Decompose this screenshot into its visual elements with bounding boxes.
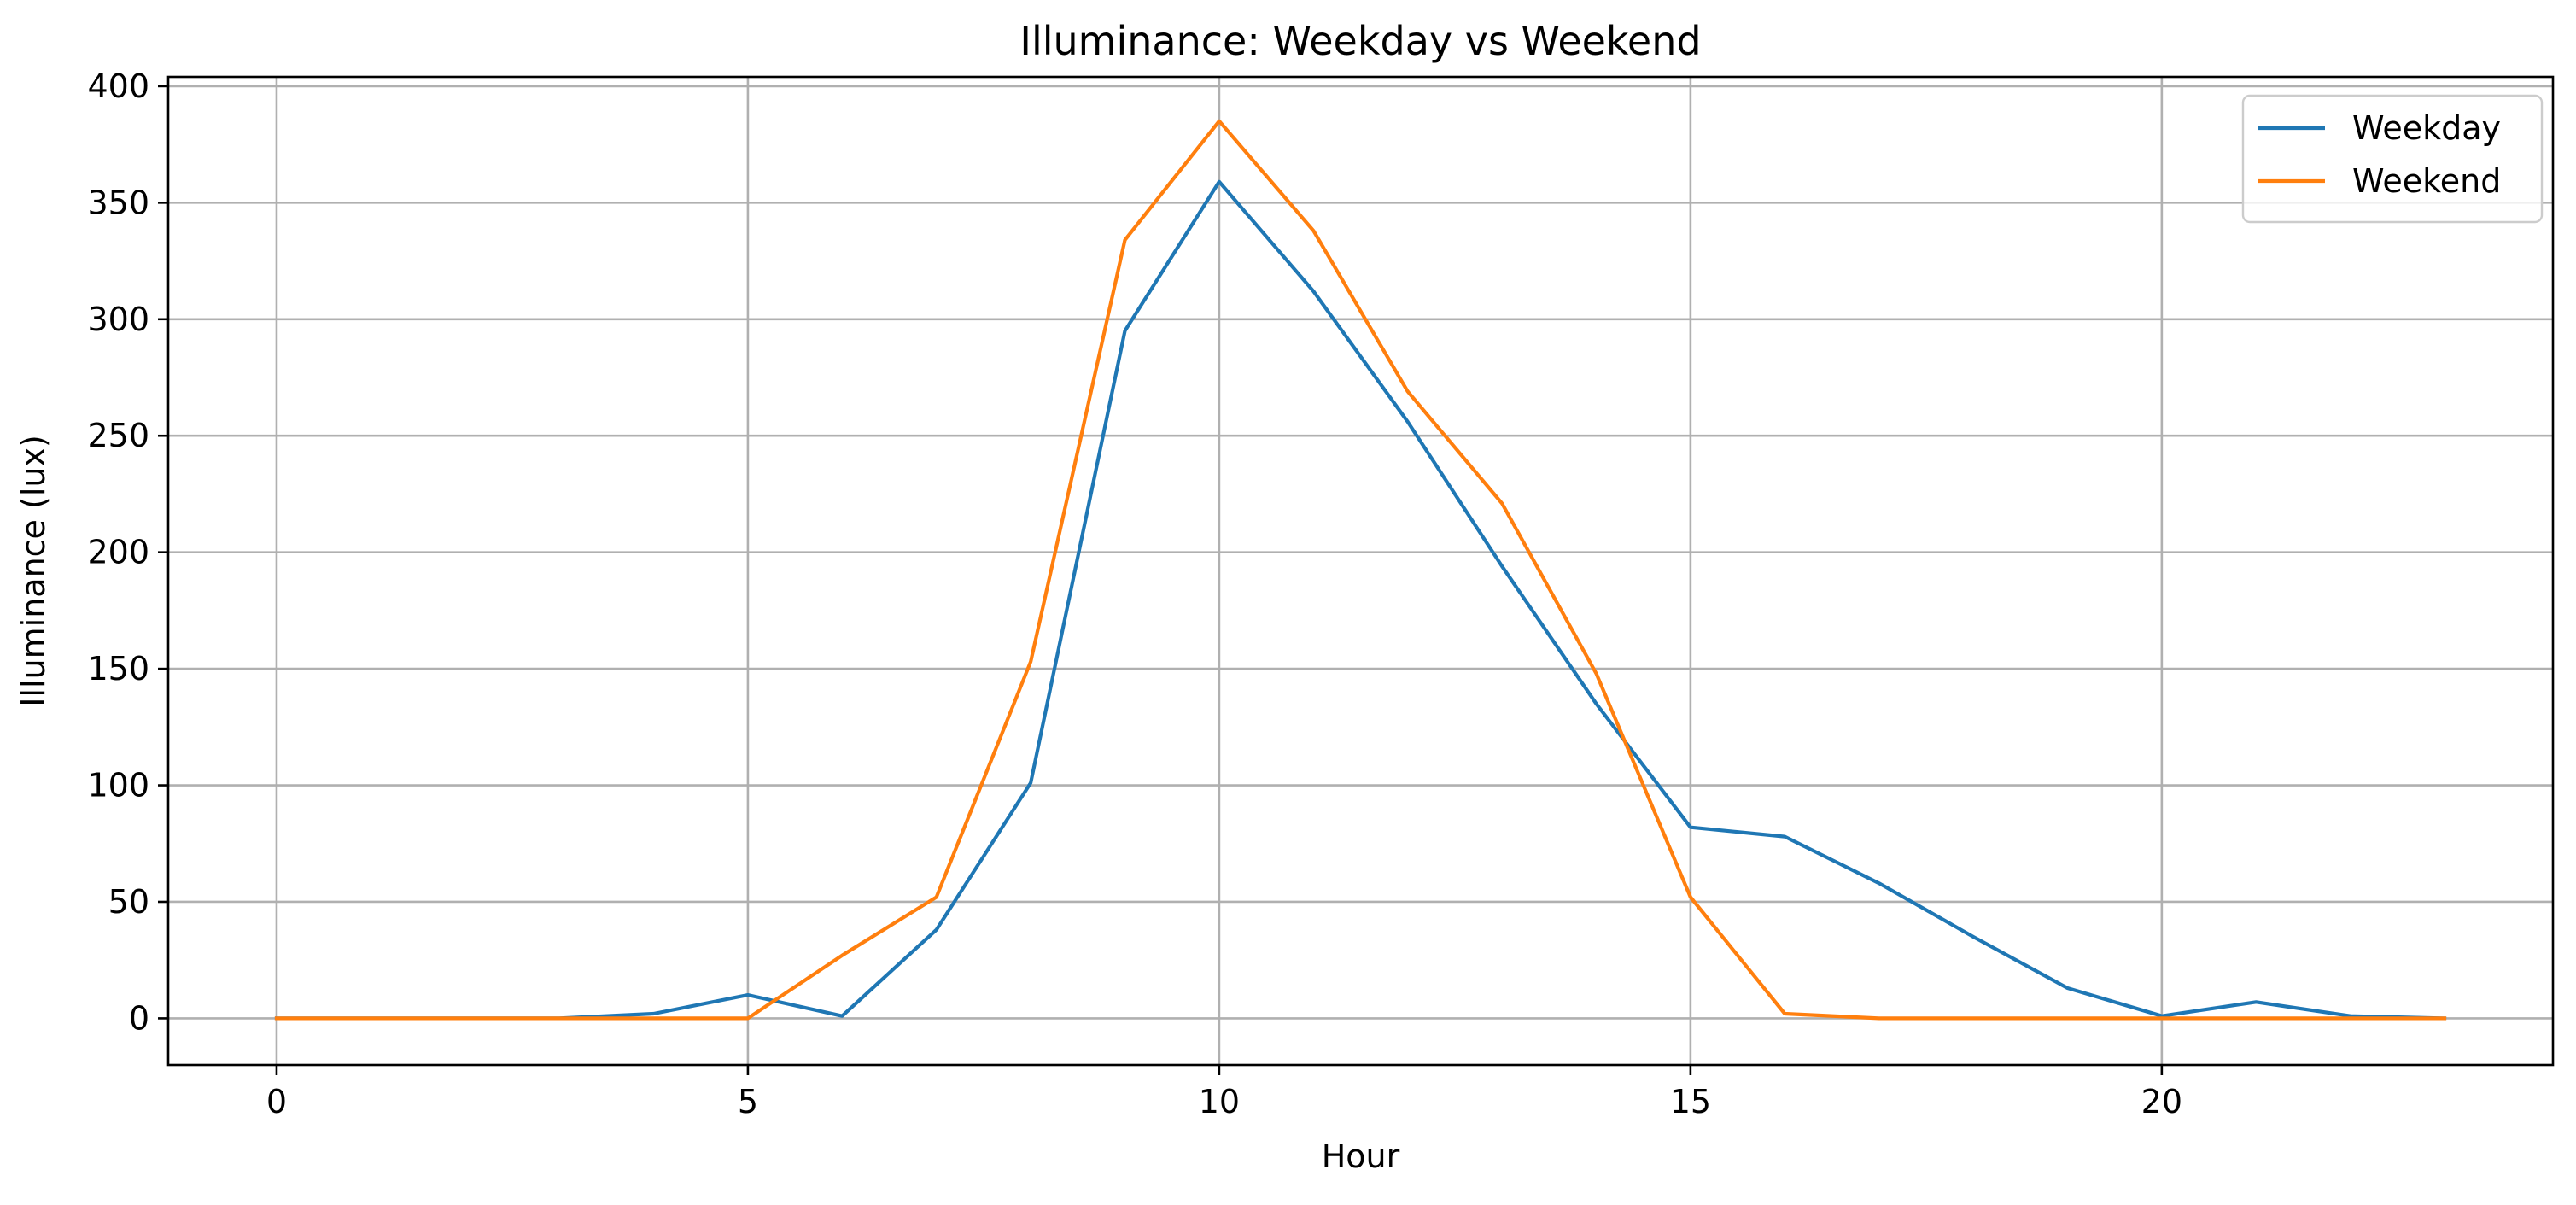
series-line-weekday [274,179,2447,1021]
x-tick-label: 20 [2141,1083,2182,1120]
legend-label-weekday: Weekday [2352,109,2501,147]
y-tick-label: 0 [129,999,149,1037]
y-tick-label: 400 [87,67,149,105]
legend-label-weekend: Weekend [2352,162,2501,200]
x-tick-label: 0 [266,1083,287,1120]
chart-title: Illuminance: Weekday vs Weekend [1019,18,1701,64]
y-tick-label: 150 [87,650,149,687]
y-tick-label: 50 [108,883,149,921]
y-axis-label: Illuminance (lux) [15,435,52,707]
y-tick-label: 100 [87,767,149,804]
y-tick-label: 250 [87,417,149,454]
axes-frame [166,75,2555,1067]
x-tick-label: 10 [1199,1083,1240,1120]
legend: Weekday Weekend [2241,94,2544,224]
y-tick-label: 350 [87,184,149,221]
x-axis-label: Hour [1322,1138,1400,1175]
series-lines [274,119,2447,1021]
y-tick-label: 200 [87,534,149,571]
grid-lines [168,77,2553,1065]
x-tick-label: 5 [738,1083,758,1120]
y-tick-label: 300 [87,301,149,338]
series-line-weekend [274,119,2447,1021]
x-tick-label: 15 [1670,1083,1711,1120]
